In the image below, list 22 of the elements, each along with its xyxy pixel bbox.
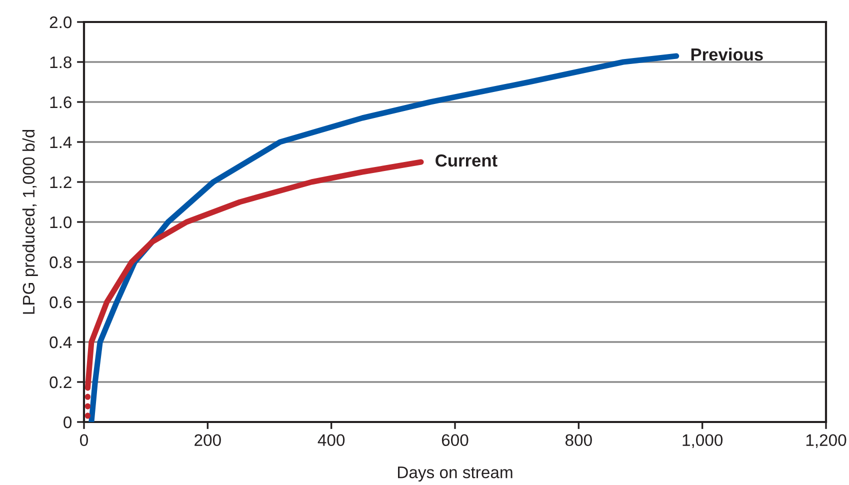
y-tick-label: 0.4 (50, 336, 72, 348)
series-label: Previous (691, 48, 763, 61)
y-tick-label: 0.8 (50, 256, 72, 268)
x-tick-label: 200 (194, 434, 221, 446)
x-tick-label: 800 (565, 434, 592, 446)
y-tick-label: 1.0 (50, 216, 72, 228)
y-axis-title: LPG produced, 1,000 b/d (22, 130, 38, 314)
y-tick-label: 1.8 (50, 56, 72, 68)
y-tick-label: 0.2 (50, 376, 72, 388)
y-tick-label: 1.6 (50, 96, 72, 108)
y-tick-label: 0 (64, 416, 72, 428)
x-tick-label: 1,200 (806, 434, 846, 448)
x-axis-title: Days on stream (398, 466, 512, 482)
x-tick-label: 400 (318, 434, 345, 446)
y-tick-label: 0.6 (50, 296, 72, 308)
x-tick-label: 600 (442, 434, 468, 446)
y-tick-label: 1.4 (50, 136, 72, 148)
x-tick-label: 1,000 (682, 434, 723, 448)
x-tick-label: 0 (80, 434, 88, 446)
y-tick-label: 2.0 (50, 16, 72, 28)
series-label: Current (436, 154, 498, 167)
y-tick-label: 1.2 (50, 176, 72, 188)
